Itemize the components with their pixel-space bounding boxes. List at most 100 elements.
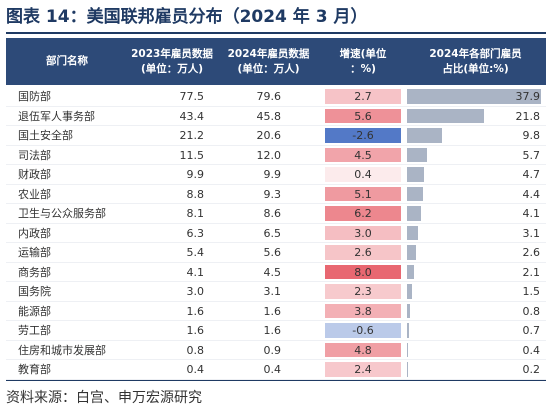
- growth-heat-fill: [325, 128, 401, 143]
- growth-cell: 4.5: [321, 146, 405, 165]
- value-2024: 5.6: [263, 246, 282, 259]
- share-bar: [407, 264, 415, 279]
- growth-heat-fill: [325, 108, 401, 123]
- growth-cell: 6.2: [321, 204, 405, 223]
- share-value: 37.9: [515, 90, 541, 103]
- growth-value: 4.5: [354, 148, 372, 162]
- dept-name: 运输部: [18, 246, 51, 259]
- table-row: 住房和城市发展部 0.8 0.9 4.8 0.4: [6, 341, 546, 360]
- growth-cell: 8.0: [321, 263, 405, 282]
- table-row: 国土安全部 21.2 20.6 -2.6 9.8: [6, 126, 546, 146]
- dept-name: 能源部: [18, 304, 51, 318]
- share-bar: [407, 323, 410, 338]
- share-cell: 9.8: [405, 126, 546, 145]
- share-value: 4.4: [522, 187, 541, 201]
- growth-value: 2.4: [354, 363, 372, 376]
- header-share-line1: 2024年各部门雇员: [429, 47, 522, 60]
- dept-name: 农业部: [18, 187, 51, 201]
- growth-cell: 5.1: [321, 185, 405, 204]
- growth-value: 6.2: [354, 207, 372, 220]
- value-2023: 0.4: [186, 363, 205, 376]
- header-growth: 增速(单位 ：%): [321, 38, 405, 85]
- growth-cell: 2.3: [321, 282, 405, 301]
- value-2024: 1.6: [263, 324, 282, 337]
- share-value: 3.1: [522, 226, 541, 240]
- header-share: 2024年各部门雇员 占比(单位:%): [405, 38, 546, 85]
- dept-name: 退伍军人事务部: [18, 109, 95, 123]
- dept-name: 国土安全部: [18, 129, 73, 142]
- growth-heat-fill: [325, 342, 401, 357]
- header-2023-line2: (单位：万人): [140, 62, 204, 75]
- value-2024: 9.9: [263, 168, 282, 181]
- value-2023: 3.0: [186, 285, 205, 298]
- dept-name: 司法部: [18, 148, 51, 162]
- growth-cell: 0.4: [321, 165, 405, 184]
- growth-cell: 3.0: [321, 224, 405, 243]
- title-divider: [6, 32, 546, 34]
- growth-cell: 3.8: [321, 302, 405, 321]
- table-row: 卫生与公众服务部 8.1 8.6 6.2 4.1: [6, 204, 546, 224]
- growth-heat-fill: [325, 323, 401, 338]
- growth-value: 2.6: [354, 246, 372, 259]
- growth-value: 2.3: [354, 285, 372, 298]
- share-value: 21.8: [515, 109, 541, 123]
- share-cell: 37.9: [405, 87, 546, 106]
- growth-heat-fill: [325, 89, 401, 104]
- share-bar: [407, 128, 442, 143]
- table-row: 内政部 6.3 6.5 3.0 3.1: [6, 224, 546, 243]
- header-growth-line1: 增速(单位: [339, 47, 387, 60]
- share-value: 2.6: [522, 246, 541, 259]
- header-2023-line1: 2023年雇员数据: [131, 47, 213, 60]
- growth-heat-fill: [325, 186, 401, 201]
- table-row: 商务部 4.1 4.5 8.0 2.1: [6, 263, 546, 282]
- growth-heat-fill: [325, 245, 401, 260]
- value-2023: 8.1: [186, 207, 205, 220]
- dept-name: 商务部: [18, 265, 51, 279]
- growth-cell: 2.6: [321, 243, 405, 262]
- value-2024: 4.5: [263, 265, 282, 279]
- header-2023: 2023年雇员数据 (单位：万人): [128, 38, 216, 85]
- value-2023: 0.8: [186, 343, 205, 357]
- growth-value: 8.0: [354, 265, 372, 279]
- share-cell: 0.4: [405, 341, 546, 360]
- value-2023: 43.4: [179, 109, 205, 123]
- table-row: 教育部 0.4 0.4 2.4 0.2: [6, 360, 546, 380]
- growth-heat-fill: [325, 284, 401, 299]
- share-value: 0.4: [522, 343, 541, 357]
- growth-cell: 4.8: [321, 341, 405, 360]
- header-2024-line2: (单位：万人): [237, 62, 300, 75]
- value-2024: 79.6: [256, 90, 282, 103]
- growth-value: 4.8: [354, 343, 372, 357]
- value-2023: 5.4: [186, 246, 205, 259]
- growth-value: 3.8: [354, 304, 372, 318]
- share-bar: [407, 108, 485, 123]
- share-cell: 21.8: [405, 107, 546, 126]
- value-2023: 4.1: [186, 265, 205, 279]
- table-row: 财政部 9.9 9.9 0.4 4.7: [6, 165, 546, 185]
- dept-name: 卫生与公众服务部: [18, 207, 106, 220]
- dept-name: 国防部: [18, 90, 51, 103]
- value-2023: 21.2: [179, 129, 205, 142]
- value-2023: 11.5: [179, 148, 205, 162]
- growth-cell: 2.4: [321, 360, 405, 379]
- value-2024: 9.3: [263, 187, 282, 201]
- table-row: 国防部 77.5 79.6 2.7 37.9: [6, 87, 546, 107]
- share-cell: 4.7: [405, 165, 546, 184]
- growth-heat-fill: [325, 303, 401, 318]
- dept-name: 教育部: [18, 363, 51, 376]
- value-2024: 0.4: [263, 363, 282, 376]
- share-value: 4.1: [522, 207, 541, 220]
- value-2023: 1.6: [186, 324, 205, 337]
- table-body: 国防部 77.5 79.6 2.7 37.9 退伍军人事务部 43.4 45.8 5.6 21.8…: [6, 87, 546, 380]
- table-row: 能源部 1.6 1.6 3.8 0.8: [6, 302, 546, 321]
- growth-cell: 5.6: [321, 107, 405, 126]
- share-value: 9.8: [522, 129, 541, 142]
- growth-cell: -0.6: [321, 321, 405, 340]
- value-2024: 20.6: [256, 129, 282, 142]
- share-cell: 2.6: [405, 243, 546, 262]
- share-value: 5.7: [522, 148, 541, 162]
- share-cell: 5.7: [405, 146, 546, 165]
- table-row: 退伍军人事务部 43.4 45.8 5.6 21.8: [6, 107, 546, 126]
- value-2023: 77.5: [179, 90, 205, 103]
- value-2023: 8.8: [186, 187, 205, 201]
